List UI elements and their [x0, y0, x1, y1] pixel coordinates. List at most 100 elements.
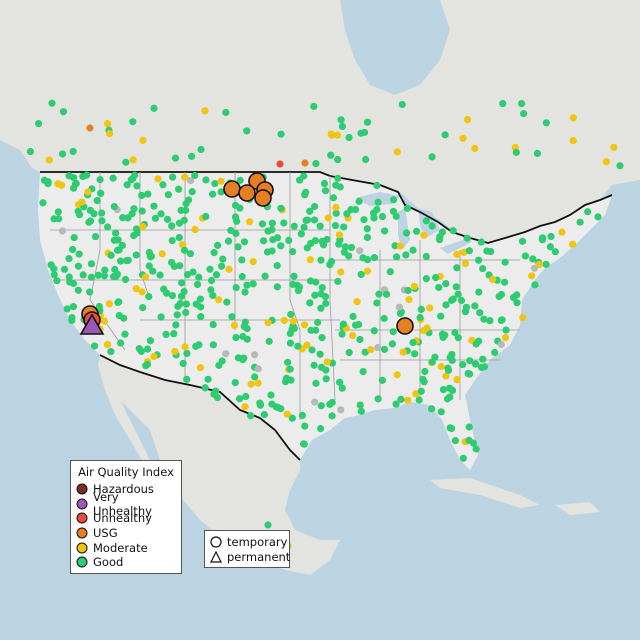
monitor-dot [183, 375, 191, 383]
monitor-dot [123, 181, 131, 189]
monitor-dot [251, 373, 259, 381]
monitor-dot [547, 232, 555, 241]
monitor-dot [100, 272, 109, 280]
monitor-dot [179, 241, 187, 249]
legend-label: USG [93, 526, 118, 541]
monitor-dot [459, 360, 467, 369]
monitor-dot [409, 339, 417, 347]
monitor-dot [122, 158, 130, 166]
monitor-dot [243, 281, 251, 289]
monitor-dot [168, 236, 176, 245]
monitor-dot [260, 410, 268, 419]
monitor-dot [181, 343, 189, 351]
monitor-dot [558, 228, 566, 236]
monitor-dot [422, 275, 430, 283]
monitor-dot [98, 217, 106, 225]
monitor-dot [150, 202, 158, 210]
monitor-dot [432, 273, 440, 282]
legend-permanent: permanent [205, 550, 290, 565]
monitor-dot [290, 272, 298, 280]
monitor-dot [93, 197, 101, 205]
monitor-dot [521, 252, 529, 260]
monitor-dot [318, 334, 326, 342]
monitor-dot [449, 227, 457, 235]
monitor-dot [222, 350, 230, 358]
monitor-dot [239, 332, 247, 341]
monitor-dot [402, 251, 410, 259]
monitor-dot [249, 280, 257, 288]
monitor-dot [359, 254, 367, 262]
monitor-dot [258, 220, 267, 228]
monitor-dot [471, 302, 479, 310]
legend-swatch [76, 527, 88, 539]
monitor-dot [75, 211, 84, 219]
monitor-dot [48, 99, 56, 107]
monitor-dot [217, 262, 226, 270]
monitor-dot [302, 188, 310, 196]
monitor-dot [162, 289, 171, 297]
monitor-dot [163, 215, 172, 223]
monitor-dot [44, 180, 52, 188]
monitor-dot [286, 365, 294, 373]
monitor-dot [69, 279, 78, 288]
legend-temporary-label: temporary [227, 535, 288, 550]
monitor-dot [363, 233, 372, 242]
monitor-dot [304, 216, 312, 224]
monitor-dot [295, 283, 304, 291]
monitor-dot [569, 136, 577, 145]
monitor-dot [327, 151, 335, 159]
monitor-dot [209, 341, 217, 349]
monitor-dot [538, 236, 547, 244]
monitor-dot [327, 257, 336, 266]
monitor-dot [333, 131, 342, 139]
monitor-dot [568, 240, 577, 248]
monitor-dot [55, 215, 63, 223]
monitor-dot [405, 295, 413, 304]
temporary-monitor-marker [396, 317, 414, 335]
monitor-dot [420, 378, 428, 386]
monitor-dot [290, 222, 298, 230]
monitor-dot [436, 233, 444, 241]
monitor-dot [389, 207, 398, 215]
monitor-dot [254, 379, 262, 387]
monitor-dot [337, 116, 345, 124]
monitor-dot [412, 227, 421, 235]
monitor-dot [427, 405, 436, 413]
monitor-dot [182, 300, 190, 308]
monitor-dot [154, 175, 162, 183]
monitor-dot [264, 521, 272, 529]
monitor-dot [286, 339, 294, 347]
legend-label: Moderate [93, 540, 148, 555]
monitor-dot [332, 209, 340, 217]
monitor-dot [50, 271, 58, 279]
monitor-dot [460, 248, 468, 256]
monitor-dot [322, 375, 330, 383]
monitor-dot [172, 321, 180, 329]
monitor-dot [428, 222, 436, 230]
monitor-dot [441, 131, 449, 139]
monitor-dot [303, 341, 311, 349]
monitor-dot [232, 283, 240, 292]
monitor-dot [318, 284, 326, 292]
monitor-dot [363, 267, 372, 275]
monitor-dot [297, 230, 305, 238]
monitor-dot [389, 196, 398, 204]
monitor-dot [311, 202, 319, 211]
monitor-dot [143, 360, 151, 369]
monitor-dot [135, 345, 143, 353]
monitor-dot [217, 188, 225, 196]
monitor-dot [353, 298, 361, 306]
monitor-dot [367, 345, 375, 354]
legend-item: Moderate [71, 540, 181, 555]
monitor-dot [374, 343, 382, 352]
monitor-dot [428, 153, 436, 161]
monitor-dot [475, 288, 483, 296]
monitor-dot [340, 223, 348, 231]
monitor-dot [181, 173, 189, 181]
monitor-dot [97, 189, 105, 197]
monitor-dot [35, 120, 43, 128]
monitor-dot [351, 321, 360, 329]
monitor-dot [107, 251, 115, 259]
monitor-dot [235, 395, 244, 403]
monitor-dot [513, 291, 521, 299]
